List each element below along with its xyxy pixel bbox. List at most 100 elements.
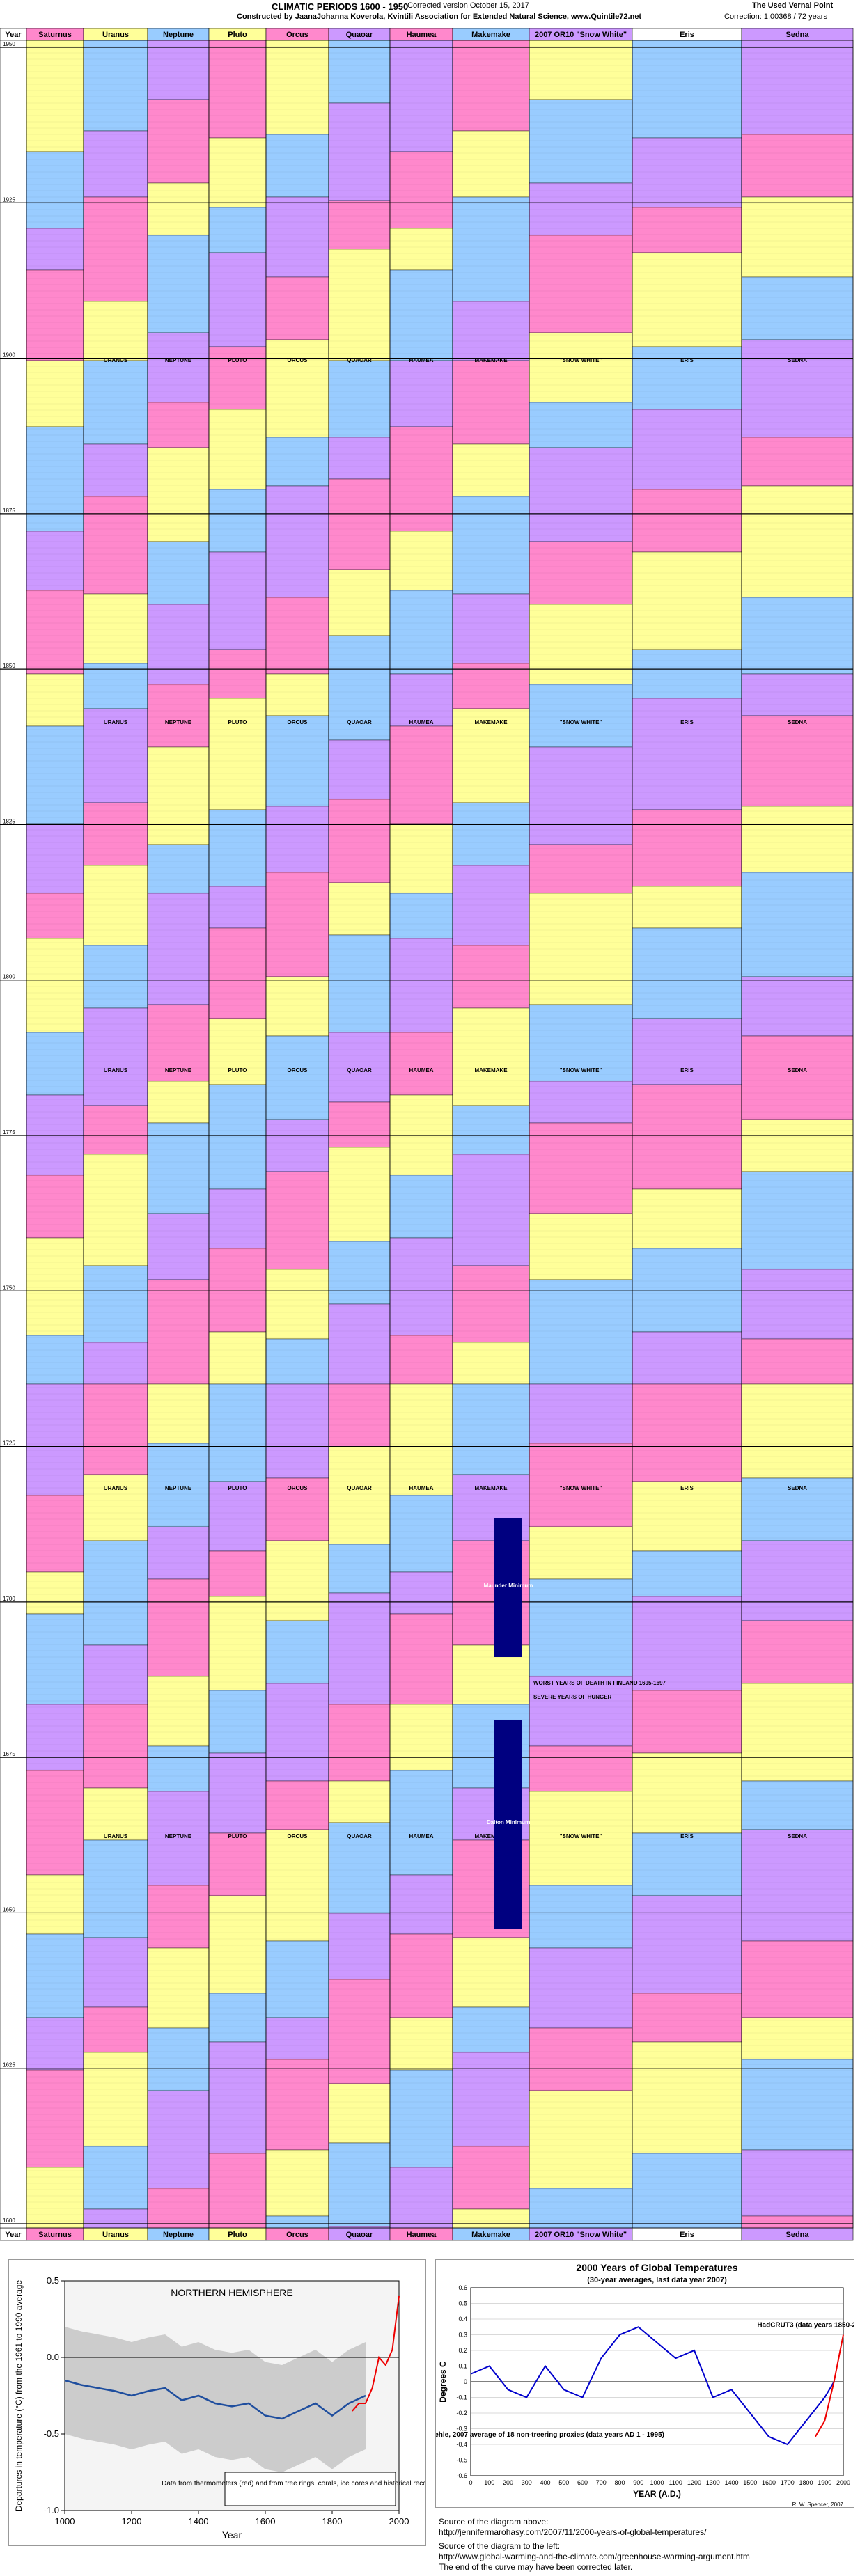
period-band <box>452 1265 530 1343</box>
period-band <box>83 2146 148 2210</box>
period-label: NEPTUNE <box>165 1833 192 1839</box>
period-band <box>741 597 854 675</box>
right-chart-title: 2000 Years of Global Temperatures <box>576 2262 737 2273</box>
period-band <box>632 698 742 810</box>
x-tick-label: 1100 <box>669 2479 682 2486</box>
period-band <box>452 360 530 445</box>
period-band <box>328 739 391 800</box>
period-band <box>147 1791 210 1886</box>
period-band <box>26 1770 84 1876</box>
period-band <box>328 635 391 741</box>
x-tick-label: 1800 <box>322 2516 343 2527</box>
period-band <box>147 1213 210 1280</box>
period-band <box>632 1481 742 1552</box>
period-band <box>452 945 530 1009</box>
period-band <box>529 1279 633 1385</box>
period-band <box>529 684 633 748</box>
period-band <box>328 934 391 1033</box>
period-band <box>632 927 742 1019</box>
period-band <box>208 207 267 253</box>
period-band <box>529 1885 633 1949</box>
period-band <box>265 715 329 807</box>
period-band <box>147 2188 210 2229</box>
period-label: SEDNA <box>788 357 807 363</box>
x-axis-label: YEAR (A.D.) <box>633 2489 681 2499</box>
period-band <box>741 1338 854 1385</box>
y-tick-label: 0.6 <box>458 2284 467 2291</box>
x-tick-label: 1300 <box>706 2479 720 2486</box>
period-band <box>741 437 854 487</box>
period-band <box>632 1084 742 1190</box>
period-band <box>741 339 854 438</box>
period-label: "SNOW WHITE" <box>560 719 602 725</box>
period-label: PLUTO <box>228 1485 247 1491</box>
period-band <box>208 1596 267 1691</box>
period-band <box>147 1383 210 1444</box>
loehle-series-line <box>470 2326 835 2446</box>
x-tick-label: 600 <box>577 2479 588 2486</box>
period-band <box>265 437 329 487</box>
period-band <box>452 301 530 361</box>
x-tick-label: 1000 <box>650 2479 664 2486</box>
period-band <box>83 1787 148 1841</box>
period-label: NEPTUNE <box>165 719 192 725</box>
period-band <box>26 1383 84 1496</box>
period-band <box>83 593 148 664</box>
period-band <box>529 541 633 605</box>
period-band <box>529 1947 633 2029</box>
period-band <box>147 182 210 236</box>
period-band <box>265 2149 329 2217</box>
period-band <box>328 1446 391 1545</box>
period-band <box>83 1265 148 1343</box>
source-label-1: Source of the diagram above: <box>439 2517 549 2527</box>
period-band <box>265 1620 329 1684</box>
period-band <box>26 1933 84 2018</box>
period-band <box>147 746 210 845</box>
year-tick: 1950 <box>3 41 15 47</box>
period-band <box>208 649 267 699</box>
period-band <box>147 1885 210 1949</box>
period-band <box>529 844 633 894</box>
period-band <box>147 447 210 542</box>
period-band <box>389 2167 453 2229</box>
period-band <box>529 1213 633 1280</box>
period-band <box>328 1147 391 1242</box>
column-header: Pluto <box>228 31 247 39</box>
note-maunder: Maunder Minimum <box>484 1582 533 1589</box>
period-band <box>147 541 210 605</box>
period-band <box>147 604 210 685</box>
period-band <box>328 200 391 250</box>
column-header: 2007 OR10 "Snow White" <box>535 31 627 39</box>
period-band <box>328 2083 391 2144</box>
period-label: SEDNA <box>788 1067 807 1074</box>
maunder-block <box>494 1518 522 1657</box>
period-band <box>208 2041 267 2154</box>
x-tick-label: 1200 <box>687 2479 701 2486</box>
source-link-2[interactable]: http://www.global-warming-and-the-climat… <box>439 2552 750 2561</box>
northern-hemisphere-chart: NORTHERN HEMISPHERE 1000 1200 1400 1600 1800 2… <box>14 2275 458 2540</box>
source-link-1[interactable]: http://jennifermarohasy.com/2007/11/2000… <box>439 2527 707 2537</box>
period-band <box>83 865 148 946</box>
period-band <box>208 2153 267 2229</box>
period-band <box>83 360 148 445</box>
period-band <box>265 806 329 873</box>
period-band <box>26 2017 84 2071</box>
period-label: QUAOAR <box>347 1067 372 1074</box>
bottom-section: NORTHERN HEMISPHERE 1000 1200 1400 1600 1800 2… <box>0 2259 860 2576</box>
period-band <box>26 893 84 939</box>
period-band <box>208 1481 267 1552</box>
period-band <box>26 938 84 1033</box>
period-band <box>328 2142 391 2227</box>
period-band <box>265 2059 329 2151</box>
period-band <box>741 196 854 278</box>
period-band <box>452 2052 530 2147</box>
period-band <box>265 976 329 1037</box>
period-band <box>26 228 84 271</box>
period-band <box>529 2027 633 2091</box>
column-border <box>741 40 854 2229</box>
period-band <box>452 663 530 709</box>
period-label: HAUMEA <box>409 1067 433 1074</box>
chart-title: CLIMATIC PERIODS 1600 - 1950 <box>272 1 409 12</box>
period-band <box>741 715 854 807</box>
period-band <box>741 2215 854 2229</box>
